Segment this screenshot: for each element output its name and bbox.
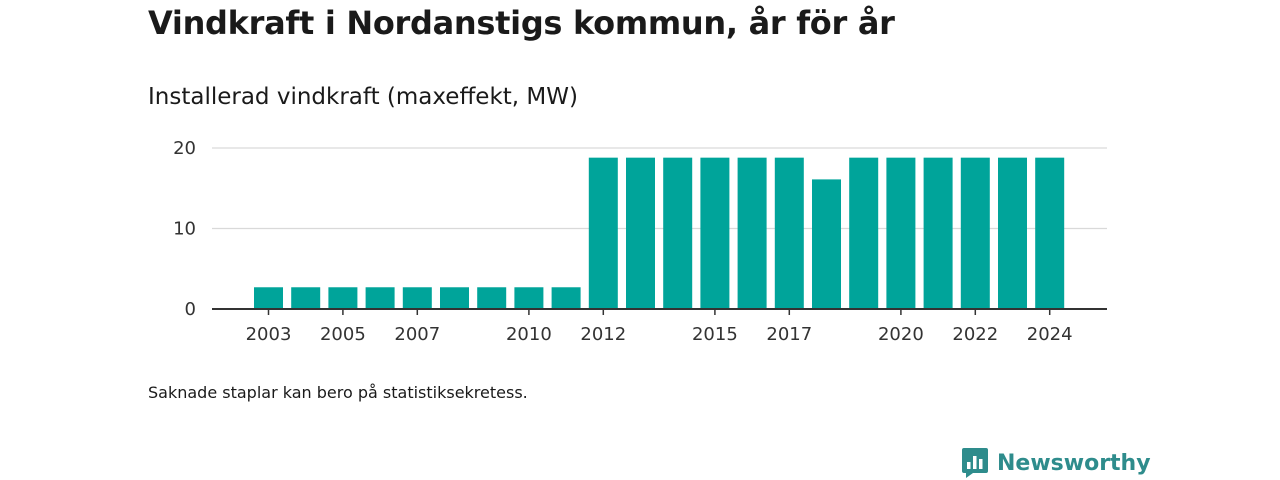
bar-2004 xyxy=(291,287,321,309)
bar-2012 xyxy=(588,157,618,309)
bar-2024 xyxy=(1035,157,1065,309)
bar-2016 xyxy=(737,157,767,309)
bars xyxy=(254,157,1065,309)
x-axis-ticks: 2003 2005 2007 2010 2012 2015 2017 2020 2022 2024 xyxy=(246,309,1073,345)
bar-2014 xyxy=(663,157,693,309)
bar-2009 xyxy=(477,287,507,309)
x-tick-label: 2003 xyxy=(246,324,292,345)
footnote: Saknade staplar kan bero på statistiksek… xyxy=(148,383,528,402)
bar-2023 xyxy=(998,157,1027,309)
x-tick-label: 2017 xyxy=(766,324,812,345)
x-tick-label: 2007 xyxy=(394,324,440,345)
grid-lines xyxy=(212,147,1107,230)
x-tick-label: 2015 xyxy=(692,324,738,345)
y-tick-label: 20 xyxy=(173,138,196,159)
bar-2017 xyxy=(774,157,804,309)
brand-logo[interactable]: Newsworthy xyxy=(961,446,1151,480)
y-axis-ticks: 0 10 20 xyxy=(173,138,196,320)
chart-title: Vindkraft i Nordanstigs kommun, år för å… xyxy=(148,4,895,42)
x-tick-label: 2005 xyxy=(320,324,366,345)
chart-subtitle: Installerad vindkraft (maxeffekt, MW) xyxy=(148,84,578,110)
x-tick-label: 2012 xyxy=(580,324,626,345)
bar-2008 xyxy=(440,287,469,309)
newsworthy-logo-icon xyxy=(962,448,988,478)
x-tick-label: 2020 xyxy=(878,324,924,345)
bar-2022 xyxy=(960,157,990,309)
y-tick-label: 10 xyxy=(173,219,196,240)
x-tick-label: 2024 xyxy=(1027,324,1073,345)
bar-2006 xyxy=(365,287,395,309)
bar-2003 xyxy=(254,287,283,309)
bar-2020 xyxy=(886,157,916,309)
brand-name: Newsworthy xyxy=(997,450,1151,476)
bar-2015 xyxy=(700,157,730,309)
x-tick-label: 2022 xyxy=(952,324,998,345)
bar-2007 xyxy=(402,287,432,309)
bar-2011 xyxy=(551,287,581,309)
x-tick-label: 2010 xyxy=(506,324,552,345)
bar-2010 xyxy=(514,287,544,309)
bar-2018 xyxy=(812,179,841,309)
bar-2005 xyxy=(328,287,358,309)
bar-2019 xyxy=(849,157,879,309)
bar-2021 xyxy=(923,157,953,309)
y-tick-label: 0 xyxy=(185,299,196,320)
bar-2013 xyxy=(626,157,655,309)
